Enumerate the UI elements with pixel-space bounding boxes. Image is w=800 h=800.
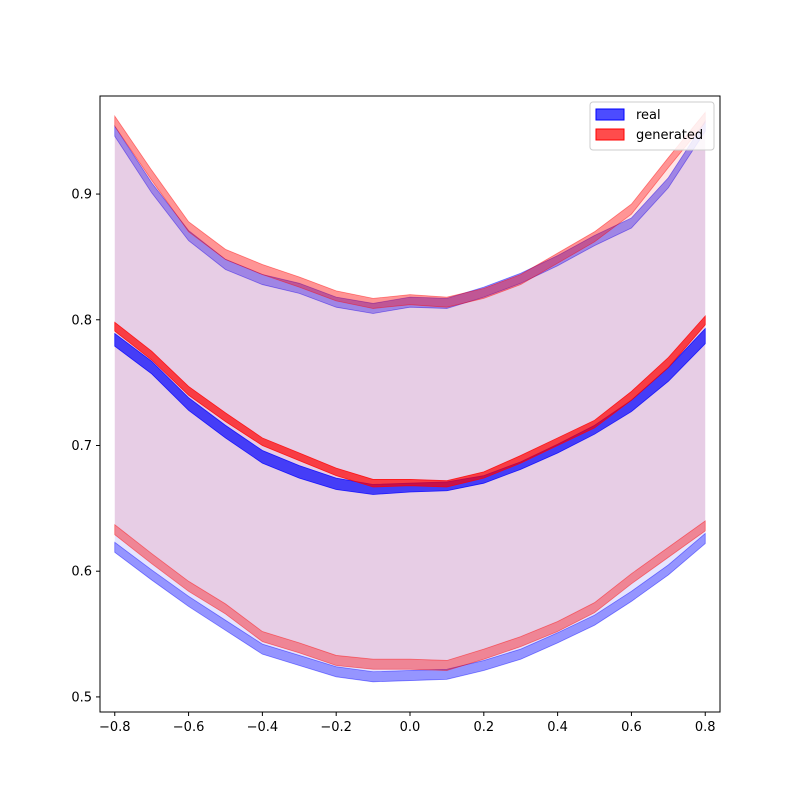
y-tick-label: 0.8 [71, 313, 92, 328]
generated-lower-edge [114, 520, 706, 671]
x-tick-label: −0.8 [99, 720, 131, 735]
legend-label-generated: generated [636, 128, 703, 143]
legend-label-real: real [636, 108, 661, 123]
x-tick-label: −0.4 [247, 720, 279, 735]
y-tick-label: 0.5 [71, 690, 92, 705]
y-axis: 0.5 0.6 0.7 0.8 0.9 [71, 188, 100, 705]
legend-swatch-real [595, 108, 625, 121]
real-band-area [114, 121, 706, 682]
generated-band-area [114, 112, 706, 671]
legend: real generated [589, 101, 715, 151]
x-tick-label: −0.6 [173, 720, 205, 735]
x-tick-label: 0.2 [473, 720, 494, 735]
x-tick-label: −0.2 [320, 720, 352, 735]
mean-layer [114, 314, 706, 495]
y-tick-label: 0.6 [71, 565, 92, 580]
x-axis: −0.8 −0.6 −0.4 −0.2 0.0 0.2 0.4 0.6 0.8 [99, 712, 716, 735]
x-tick-label: 0.4 [547, 720, 568, 735]
generated-mean-band [114, 314, 706, 488]
x-tick-label: 0.8 [695, 720, 716, 735]
x-tick-label: 0.0 [400, 720, 421, 735]
y-tick-label: 0.7 [71, 439, 92, 454]
real-mean-band [114, 327, 706, 495]
x-tick-label: 0.6 [621, 720, 642, 735]
legend-swatch-generated [595, 128, 625, 141]
real-lower-edge [114, 532, 706, 683]
y-tick-label: 0.9 [71, 188, 92, 203]
band-layer [114, 111, 706, 683]
